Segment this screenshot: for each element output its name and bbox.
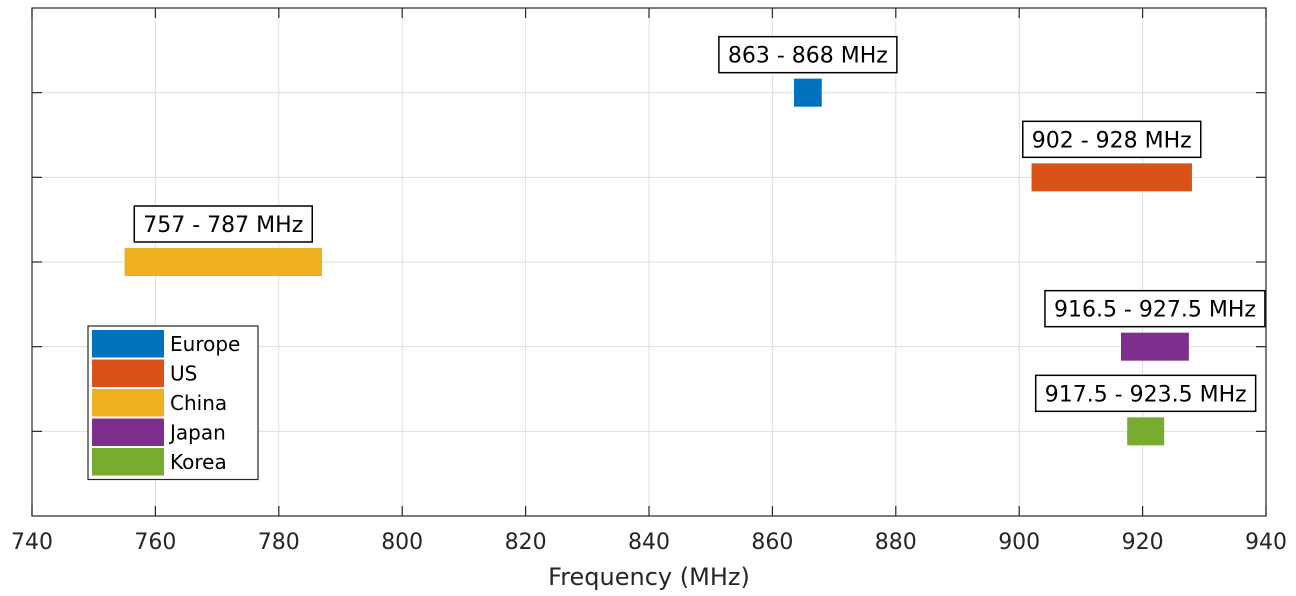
- legend-swatch-china: [92, 389, 164, 417]
- band-label-china: 757 - 787 MHz: [133, 205, 314, 243]
- legend-label-japan: Japan: [168, 420, 226, 444]
- band-bar-korea: [1127, 417, 1165, 446]
- x-tick-labels: 740 760 780 800 820 840 860 880 900 920 940: [11, 530, 1287, 555]
- band-bars: [124, 78, 1192, 446]
- band-label-japan: 916.5 - 927.5 MHz: [1044, 289, 1266, 328]
- band-label-box: [718, 35, 898, 74]
- x-tick-label: 880: [875, 530, 917, 555]
- x-tick-label: 900: [998, 530, 1040, 555]
- x-tick-label: 760: [134, 530, 176, 555]
- band-label-europe: 863 - 868 MHz: [718, 35, 898, 74]
- x-tick-label: 860: [751, 530, 793, 555]
- band-label-text: 917.5 - 923.5 MHz: [1045, 382, 1247, 407]
- legend-swatch-europe: [92, 330, 164, 358]
- x-tick-label: 840: [628, 530, 670, 555]
- band-label-text: 863 - 868 MHz: [728, 44, 888, 69]
- legend-label-korea: Korea: [170, 450, 227, 474]
- band-bar-us: [1031, 163, 1192, 192]
- band-label-box: [133, 205, 314, 243]
- band-bar-europe: [793, 78, 822, 107]
- band-label-box: [1034, 374, 1257, 413]
- legend-label-us: US: [170, 361, 197, 385]
- band-label-text: 902 - 928 MHz: [1032, 128, 1192, 153]
- legend-swatch-korea: [92, 448, 164, 476]
- band-label-us: 902 - 928 MHz: [1022, 120, 1202, 159]
- x-tick-label: 780: [258, 530, 300, 555]
- x-axis-title: Frequency (MHz): [548, 563, 750, 591]
- band-label-box: [1022, 120, 1202, 159]
- band-label-text: 916.5 - 927.5 MHz: [1054, 298, 1256, 323]
- band-bar-china: [124, 248, 322, 276]
- x-tick-label: 800: [381, 530, 423, 555]
- x-tick-label: 920: [1122, 530, 1164, 555]
- legend-swatch-us: [92, 359, 164, 387]
- axis-ticks: [31, 8, 1267, 516]
- band-bar-japan: [1121, 332, 1189, 361]
- x-tick-label: 940: [1245, 530, 1287, 555]
- legend-swatch-japan: [92, 418, 164, 446]
- legend-label-europe: Europe: [170, 332, 240, 356]
- legend-label-china: China: [170, 391, 227, 415]
- band-label-text: 757 - 787 MHz: [143, 213, 303, 238]
- x-tick-label: 740: [11, 530, 53, 555]
- legend: Europe US China Japan Korea: [87, 325, 259, 481]
- band-label-box: [1044, 289, 1266, 328]
- band-labels: 863 - 868 MHz 902 - 928 MHz 757 - 787 MHz 9…: [133, 35, 1266, 413]
- band-label-korea: 917.5 - 923.5 MHz: [1034, 374, 1257, 413]
- x-tick-label: 820: [505, 530, 547, 555]
